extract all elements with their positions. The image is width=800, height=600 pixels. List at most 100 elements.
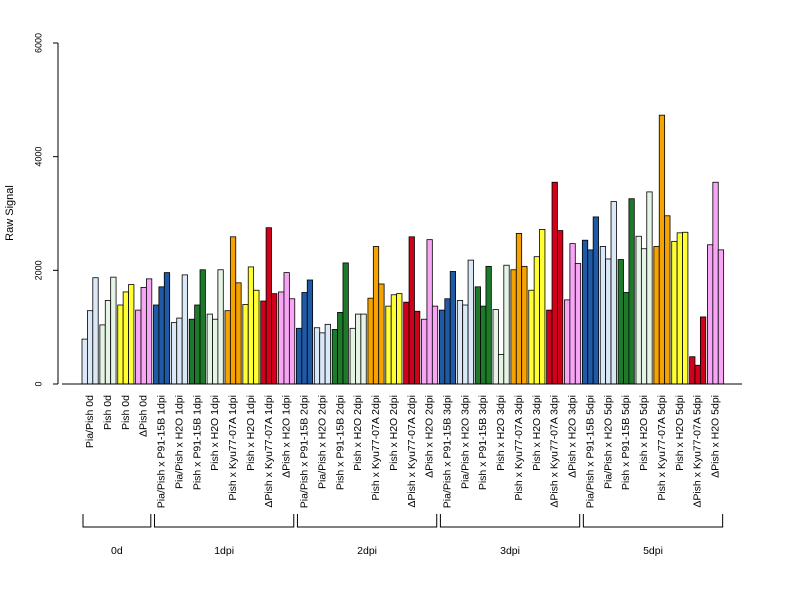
bar (319, 332, 326, 385)
x-tick-label: Pish x H2O 5dpi (674, 395, 686, 471)
group-bracket (82, 514, 152, 528)
bar (653, 246, 660, 385)
x-tick-label: Pish x P91-15B 1dpi (191, 395, 203, 490)
bar (288, 298, 296, 385)
bar (247, 266, 255, 385)
bar (306, 279, 314, 385)
bar (242, 304, 249, 385)
bar (528, 289, 535, 385)
bar (521, 265, 528, 385)
y-axis: 0 2000 4000 6000 (33, 33, 59, 387)
group-bracket (296, 514, 438, 528)
x-tick-label: Pia/Pish x P91-15B 2dpi (299, 395, 311, 508)
bar (135, 309, 142, 385)
y-axis-label: Raw Signal (4, 185, 16, 241)
y-tick-label: 2000 (33, 260, 43, 280)
bar (378, 283, 385, 385)
bar (474, 286, 481, 385)
bar (212, 318, 219, 385)
group-label: 5dpi (643, 545, 663, 557)
x-tick-label: Pish x Kyu77-07A 5dpi (656, 395, 668, 501)
bar (367, 297, 374, 385)
bar (408, 236, 415, 385)
x-tick-label: ΔPish x Kyu77-07A 5dpi (692, 395, 704, 508)
bar (546, 309, 553, 385)
bar (360, 313, 367, 385)
bar (372, 246, 380, 385)
group-bracket (582, 514, 724, 528)
bar (349, 327, 356, 385)
bar (199, 269, 206, 385)
x-tick-label: Pia/Pish x P91-15B 3dpi (442, 395, 454, 508)
bar (224, 310, 231, 385)
x-tick-label: ΔPish x Kyu77-07A 2dpi (406, 395, 418, 508)
bar (158, 286, 165, 385)
bar (712, 181, 719, 385)
bar (646, 191, 653, 385)
x-tick-label: Pia/Pish x H2O 3dpi (459, 395, 471, 489)
bar (194, 304, 201, 385)
bar (533, 256, 540, 385)
x-tick-label: ΔPish x Kyu77-07A 3dpi (549, 395, 561, 508)
x-tick-label: Pish x H2O 3dpi (531, 395, 543, 471)
bar (235, 282, 242, 385)
bar (574, 263, 582, 385)
bar (664, 215, 671, 385)
bar (421, 318, 428, 385)
bar (557, 230, 564, 385)
bar (592, 216, 599, 385)
group-bracket (153, 514, 295, 528)
bar (342, 262, 349, 385)
bar (206, 313, 213, 385)
bar (296, 327, 303, 385)
bar (581, 239, 589, 385)
x-tick-label: ΔPish x H2O 5dpi (710, 395, 722, 478)
x-tick-label: ΔPish x H2O 2dpi (424, 395, 436, 478)
bar (403, 301, 410, 385)
x-tick-label: Pish x H2O 3dpi (495, 395, 507, 471)
y-tick-label: 4000 (33, 147, 43, 167)
bar (355, 313, 362, 385)
x-tick-label: Pish x P91-15B 3dpi (477, 395, 489, 490)
bar (623, 292, 630, 385)
bar (617, 259, 624, 385)
bar (682, 231, 689, 385)
bar (498, 354, 505, 385)
x-tick-label: ΔPish 0d (138, 395, 150, 437)
x-tick-label: Pia/Pish x P91-15B 1dpi (156, 395, 168, 508)
bar (122, 291, 129, 385)
bar (181, 274, 188, 385)
bar (117, 304, 124, 385)
x-tick-label: Pish x Kyu77-07A 3dpi (513, 395, 525, 501)
bar (676, 232, 683, 385)
x-tick-label: Pish 0d (120, 395, 132, 430)
bar (431, 305, 439, 385)
bar (492, 309, 499, 385)
group-bracket (439, 514, 581, 528)
bar (480, 305, 487, 385)
bar (707, 244, 714, 385)
bar (699, 316, 707, 385)
bar (628, 198, 635, 385)
bar (110, 276, 117, 385)
bar (635, 235, 642, 385)
bar (265, 227, 272, 385)
bar (658, 114, 666, 385)
bar (188, 318, 196, 385)
bar (689, 356, 696, 385)
bar (539, 229, 546, 385)
bar (515, 232, 523, 385)
x-tick-label: Pish x H2O 1dpi (209, 395, 221, 471)
bar (324, 323, 331, 385)
y-tick-label: 0 (33, 381, 43, 386)
bar (331, 329, 338, 385)
bar (229, 236, 237, 385)
bar (176, 317, 183, 385)
bar (671, 240, 678, 385)
bar (385, 305, 392, 385)
bar (253, 289, 260, 385)
bar (313, 327, 321, 385)
x-tick-label: Pish x Kyu77-07A 2dpi (370, 395, 382, 501)
bar (390, 294, 397, 385)
